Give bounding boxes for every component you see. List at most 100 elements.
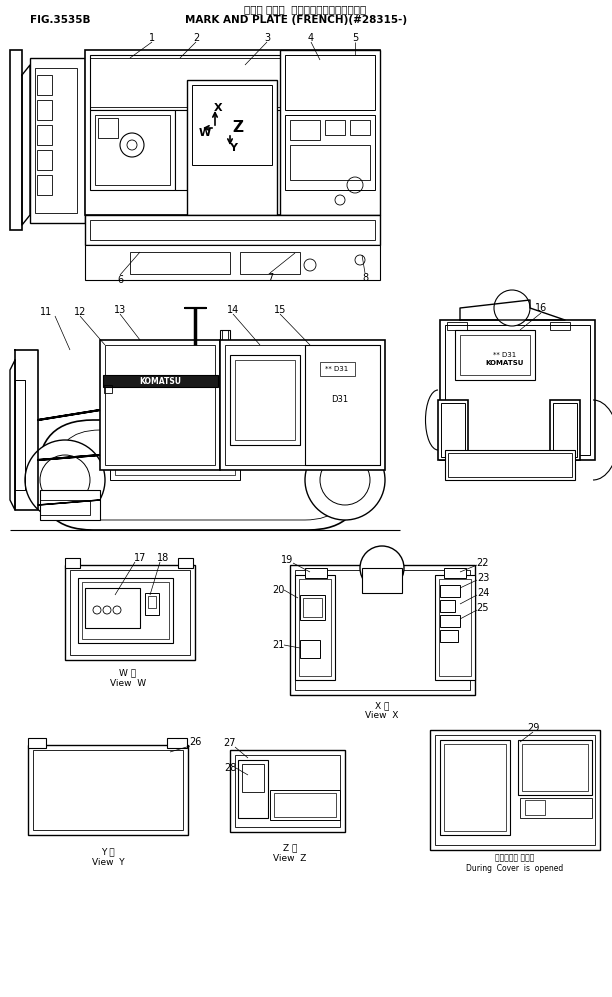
Bar	[130, 252, 230, 274]
Text: During  Cover  is  opened: During Cover is opened	[466, 863, 564, 872]
Text: 13: 13	[114, 305, 126, 315]
Text: MARK AND PLATE (FRENCH)(#28315-): MARK AND PLATE (FRENCH)(#28315-)	[185, 15, 407, 25]
Bar	[104, 385, 112, 393]
Bar	[440, 600, 455, 612]
Bar	[192, 85, 272, 165]
Text: 26: 26	[189, 737, 201, 747]
Bar	[28, 738, 46, 748]
Bar	[440, 615, 460, 627]
Bar	[115, 455, 235, 475]
Bar	[37, 175, 52, 195]
Bar	[305, 568, 327, 578]
Bar	[522, 744, 588, 791]
Bar	[230, 355, 300, 445]
Bar	[90, 110, 175, 190]
Bar	[220, 330, 230, 360]
Bar	[553, 403, 577, 457]
Bar	[440, 320, 595, 460]
Text: W 方: W 方	[119, 669, 136, 678]
Bar	[438, 400, 468, 460]
Bar	[300, 640, 320, 658]
Bar	[445, 450, 575, 480]
Bar	[350, 120, 370, 135]
Bar	[10, 50, 22, 230]
Bar	[37, 100, 52, 120]
Bar	[435, 575, 475, 680]
Bar	[242, 764, 264, 792]
Text: 24: 24	[477, 588, 489, 598]
Text: Z: Z	[233, 121, 244, 136]
Bar	[441, 403, 465, 457]
Bar	[285, 115, 375, 190]
Text: View  Y: View Y	[92, 857, 124, 866]
FancyBboxPatch shape	[38, 420, 363, 530]
Text: D31: D31	[332, 396, 349, 405]
Text: 21: 21	[272, 640, 284, 650]
Bar	[305, 345, 380, 465]
Text: FIG.3535B: FIG.3535B	[30, 15, 91, 25]
Text: 12: 12	[74, 307, 86, 317]
Bar	[85, 588, 140, 628]
Bar	[444, 568, 466, 578]
Bar	[175, 110, 187, 190]
Bar	[82, 582, 169, 639]
Bar	[220, 340, 385, 470]
Text: 29: 29	[527, 723, 539, 733]
Bar	[439, 579, 471, 676]
Bar	[525, 800, 545, 815]
Text: 左機カバー 開放時: 左機カバー 開放時	[495, 853, 535, 862]
Circle shape	[25, 440, 105, 520]
Bar	[300, 595, 325, 620]
Bar	[28, 745, 188, 835]
Bar	[440, 585, 460, 597]
Bar	[167, 738, 187, 748]
Bar	[235, 755, 340, 827]
Bar	[445, 325, 590, 455]
Bar	[440, 740, 510, 835]
Text: 7: 7	[267, 273, 273, 283]
Text: 8: 8	[362, 273, 368, 283]
Bar	[105, 345, 215, 465]
Bar	[455, 330, 535, 380]
Bar	[85, 245, 380, 280]
Bar	[90, 58, 280, 107]
Bar	[303, 598, 322, 617]
Bar	[518, 740, 592, 795]
Text: 6: 6	[117, 275, 123, 285]
Bar	[65, 565, 195, 660]
Bar	[240, 252, 300, 274]
Text: ** D31: ** D31	[326, 366, 349, 372]
Text: X 方: X 方	[375, 702, 389, 711]
Bar	[235, 360, 295, 440]
Circle shape	[494, 290, 530, 326]
Text: 15: 15	[274, 305, 286, 315]
Bar	[550, 400, 580, 460]
Bar	[37, 75, 52, 95]
Circle shape	[360, 546, 404, 590]
Bar	[187, 80, 277, 215]
Bar	[65, 558, 80, 568]
Bar	[270, 790, 340, 820]
Bar	[230, 750, 345, 832]
Bar	[280, 50, 380, 215]
Circle shape	[305, 440, 385, 520]
Bar	[290, 120, 320, 140]
Text: 25: 25	[477, 603, 489, 613]
Bar	[550, 322, 570, 330]
Text: W: W	[199, 128, 211, 138]
Bar	[290, 145, 370, 180]
Text: 23: 23	[477, 573, 489, 583]
Bar	[37, 150, 52, 170]
Text: KOMATSU: KOMATSU	[139, 377, 181, 386]
Text: Z 方: Z 方	[283, 843, 297, 852]
Bar	[40, 500, 90, 515]
Text: Y: Y	[229, 143, 237, 153]
Text: 1: 1	[149, 33, 155, 43]
Bar	[145, 593, 159, 615]
Bar	[520, 798, 592, 818]
Bar	[85, 215, 380, 245]
Bar	[444, 744, 506, 831]
Bar	[299, 579, 331, 676]
Bar	[110, 450, 240, 480]
Text: 16: 16	[535, 303, 547, 313]
